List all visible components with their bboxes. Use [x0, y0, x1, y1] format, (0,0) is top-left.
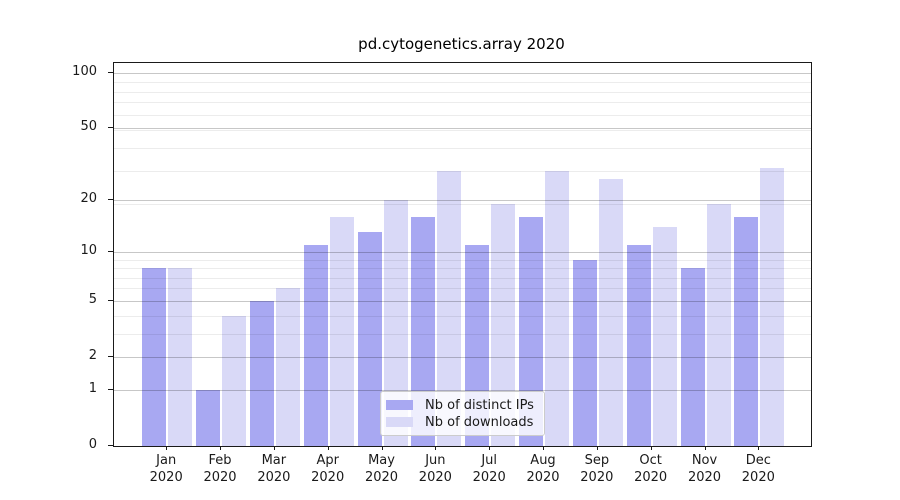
bars-layer [114, 63, 811, 446]
y-tick-mark [108, 444, 113, 446]
x-tick-label: Dec 2020 [741, 453, 775, 485]
y-tick-mark [108, 355, 113, 357]
x-tick-label: Jun 2020 [418, 453, 452, 485]
bar-distinct-ips [196, 389, 221, 446]
x-tick-mark [381, 446, 383, 450]
y-tick-mark [108, 71, 113, 73]
bar-downloads [222, 315, 247, 446]
legend-entry-distinct-ips: Nb of distinct IPs [386, 397, 544, 414]
bar-distinct-ips [142, 268, 167, 446]
x-tick-label: Jul 2020 [472, 453, 506, 485]
legend-swatch-downloads-icon [386, 417, 413, 427]
x-tick-mark [650, 446, 652, 450]
legend-swatch-distinct-ips-icon [386, 400, 413, 410]
y-tick-label: 1 [88, 380, 97, 396]
bar-downloads [329, 216, 354, 446]
x-tick-mark [543, 446, 544, 450]
bar-downloads [760, 168, 785, 446]
x-tick-mark [489, 446, 491, 450]
x-tick-label: Oct 2020 [634, 453, 668, 485]
x-tick-label: Aug 2020 [526, 453, 560, 485]
y-tick-mark [108, 299, 113, 301]
y-tick-mark [108, 126, 113, 128]
bar-downloads [598, 179, 623, 446]
bar-downloads [652, 226, 677, 446]
y-tick-mark [108, 250, 113, 252]
x-tick-mark [704, 446, 706, 450]
x-tick-mark [273, 446, 275, 450]
x-tick-label: Apr 2020 [311, 453, 345, 485]
bar-distinct-ips [249, 300, 274, 446]
y-tick-mark [108, 388, 113, 390]
y-tick-label: 50 [80, 118, 97, 134]
bar-distinct-ips [626, 244, 651, 446]
x-tick-mark [327, 446, 329, 450]
y-tick-label: 5 [88, 291, 97, 307]
plot-area [113, 62, 812, 447]
bar-downloads [545, 170, 569, 446]
x-tick-label: Sep 2020 [580, 453, 614, 485]
legend-label-downloads: Nb of downloads [425, 414, 534, 430]
chart-title: pd.cytogenetics.array 2020 [358, 35, 565, 53]
x-tick-mark [166, 446, 168, 450]
x-tick-label: Mar 2020 [257, 453, 291, 485]
legend-entry-downloads: Nb of downloads [386, 414, 544, 431]
x-tick-label: Feb 2020 [203, 453, 237, 485]
x-tick-mark [758, 446, 760, 450]
x-tick-label: Jan 2020 [149, 453, 183, 485]
bar-distinct-ips [680, 268, 705, 446]
bar-distinct-ips [572, 259, 597, 446]
y-tick-label: 2 [88, 347, 97, 363]
bar-downloads [168, 268, 193, 446]
bar-downloads [706, 203, 731, 446]
x-tick-label: Nov 2020 [687, 453, 722, 485]
legend-label-distinct-ips: Nb of distinct IPs [425, 397, 534, 413]
y-tick-mark [108, 198, 113, 200]
x-tick-mark [596, 446, 598, 450]
x-tick-mark [435, 446, 437, 450]
y-tick-label: 20 [80, 190, 97, 206]
bar-downloads [275, 288, 300, 446]
bar-distinct-ips [303, 244, 328, 446]
bar-distinct-ips [357, 232, 382, 446]
x-tick-mark [220, 446, 222, 450]
legend: Nb of distinct IPs Nb of downloads [380, 391, 545, 436]
y-tick-label: 100 [72, 63, 97, 79]
y-tick-label: 0 [88, 436, 97, 452]
y-tick-label: 10 [80, 242, 97, 258]
bar-distinct-ips [734, 216, 759, 446]
x-tick-label: May 2020 [364, 453, 399, 485]
